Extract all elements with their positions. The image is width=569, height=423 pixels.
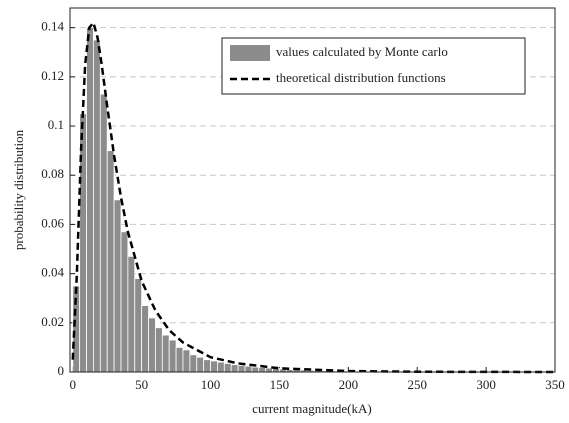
y-tick-label: 0.14 — [41, 19, 64, 34]
x-tick-label: 0 — [70, 377, 77, 392]
histogram-bar — [196, 356, 205, 373]
histogram-bar — [223, 362, 232, 373]
x-tick-label: 250 — [407, 377, 427, 392]
x-tick-label: 200 — [339, 377, 359, 392]
legend-label: values calculated by Monte carlo — [276, 44, 448, 59]
legend-label: theoretical distribution functions — [276, 70, 446, 85]
x-tick-label: 300 — [476, 377, 496, 392]
plot-frame — [69, 7, 556, 373]
histogram-bar — [93, 39, 101, 373]
y-tick-label: 0.06 — [41, 215, 64, 230]
histogram-bar — [237, 364, 246, 373]
histogram-bar — [79, 113, 87, 373]
histogram-bar — [217, 361, 225, 373]
histogram-bar — [168, 339, 177, 373]
x-tick-label: 350 — [545, 377, 565, 392]
y-tick-label: 0.12 — [41, 68, 64, 83]
histogram-bar — [134, 278, 143, 373]
histogram-bar — [113, 199, 122, 373]
legend-swatch — [230, 45, 270, 61]
histogram-bar — [86, 27, 94, 373]
x-axis-label: current magnitude(kA) — [252, 401, 371, 416]
y-axis-label: probability distribution — [11, 129, 26, 250]
x-tick-label: 50 — [135, 377, 148, 392]
histogram-bar — [120, 231, 129, 373]
histogram-bar — [161, 334, 170, 373]
y-tick-label: 0.04 — [41, 265, 64, 280]
y-tick-label: 0.02 — [41, 314, 64, 329]
x-tick-label: 100 — [201, 377, 221, 392]
y-tick-label: 0.08 — [41, 166, 64, 181]
y-tick-label: 0 — [58, 363, 65, 378]
legend-box — [221, 37, 526, 95]
histogram-bar — [148, 317, 156, 373]
histogram-bar — [251, 366, 260, 373]
x-tick-label: 150 — [270, 377, 290, 392]
histogram-bar — [182, 349, 191, 373]
histogram-bar — [203, 359, 211, 373]
histogram-bar — [189, 354, 198, 373]
histogram-bar — [258, 367, 267, 373]
histogram-bar — [265, 367, 273, 373]
histogram-bar — [230, 364, 239, 373]
histogram-bar — [141, 305, 149, 373]
theoretical-line — [71, 20, 556, 374]
histogram-bar — [127, 256, 136, 373]
y-tick-label: 0.1 — [48, 117, 64, 132]
histogram-bar — [99, 93, 108, 373]
histogram-bar — [175, 347, 184, 373]
histogram-bar — [210, 360, 218, 373]
histogram-bar — [155, 327, 163, 373]
histogram-bar — [244, 365, 253, 373]
histogram-bar — [106, 150, 115, 373]
